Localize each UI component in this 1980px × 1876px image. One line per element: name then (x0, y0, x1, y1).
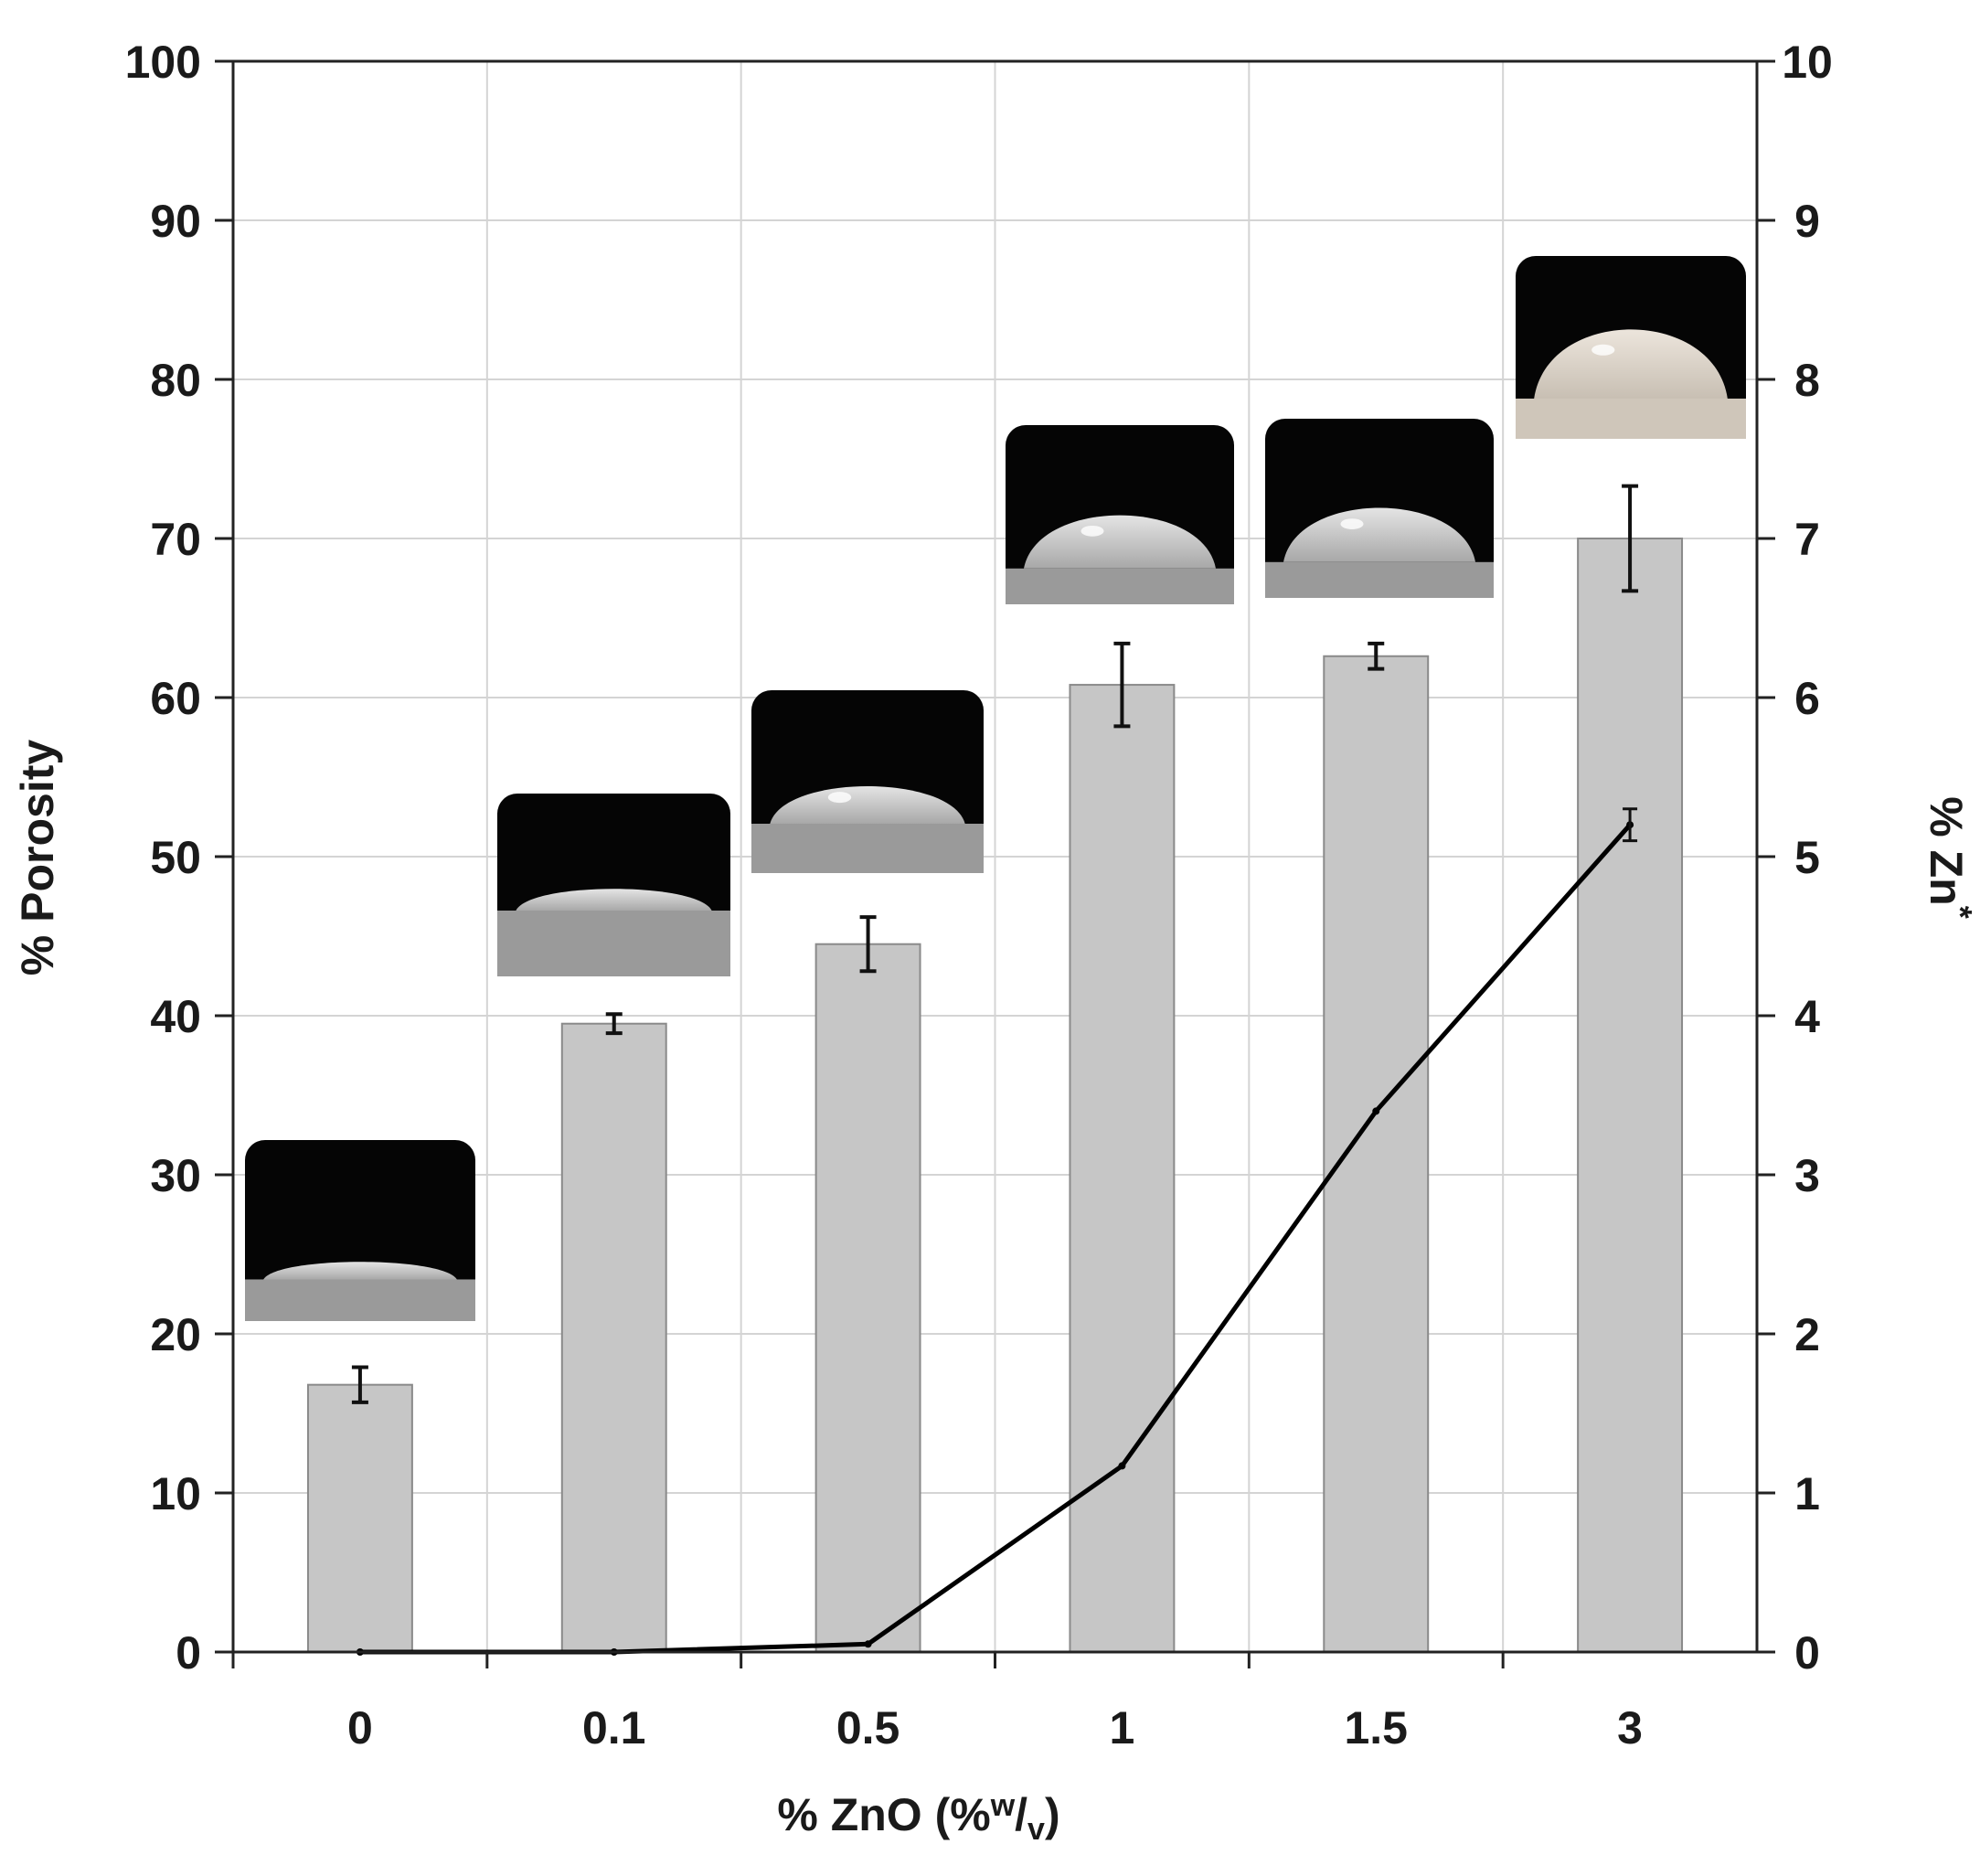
line-point (864, 1640, 872, 1648)
axes (215, 59, 1775, 1668)
inset-droplet-photo (497, 794, 730, 976)
inset-droplet (516, 889, 712, 911)
y-right-tick-label: 10 (1782, 37, 1833, 88)
inset-substrate (497, 911, 730, 976)
x-axis-title-prefix: % ZnO (% (777, 1789, 990, 1840)
inset-substrate (1516, 399, 1746, 439)
inset-droplet-photo (1516, 256, 1746, 439)
y-axis-left-title: % Porosity (12, 740, 63, 976)
x-axis-title-denominator: v (1027, 1812, 1045, 1847)
x-axis-title-slash: / (1015, 1789, 1027, 1840)
inset-droplet-highlight (1340, 518, 1364, 529)
y-right-tick-label: 3 (1794, 1150, 1820, 1201)
bar (1069, 684, 1176, 1654)
inset-droplet-highlight (1591, 344, 1615, 356)
y-left-tick-label: 10 (150, 1468, 201, 1519)
bar (1323, 655, 1430, 1653)
y-right-tick-label: 4 (1794, 991, 1820, 1042)
y-right-tick-label: 9 (1794, 196, 1820, 247)
x-tick-label: 1.5 (1344, 1702, 1408, 1753)
y-left-tick-label: 30 (150, 1150, 201, 1201)
bar (814, 943, 921, 1653)
inset-substrate (1265, 561, 1494, 598)
y-axis-right-title-superscript: * (1942, 906, 1979, 919)
bar (560, 1022, 667, 1653)
inset-droplet-highlight (827, 792, 852, 804)
x-tick-label: 1 (1110, 1702, 1135, 1753)
inset-droplet (263, 1262, 457, 1280)
y-left-tick-label: 70 (150, 514, 201, 565)
bar (306, 1383, 413, 1654)
y-right-tick-label: 7 (1794, 514, 1820, 565)
x-tick-label: 0.5 (836, 1702, 900, 1753)
inset-substrate (245, 1279, 475, 1321)
inset-droplet-photo (1006, 425, 1234, 604)
y-left-tick-label: 20 (150, 1309, 201, 1360)
y-right-tick-label: 0 (1794, 1627, 1820, 1679)
inset-droplet-photo (1265, 419, 1494, 598)
inset-droplet (1024, 515, 1216, 569)
x-tick-label: 0 (347, 1702, 373, 1753)
y-right-tick-label: 1 (1794, 1468, 1820, 1519)
inset-droplet-photo (751, 690, 984, 873)
inset-substrate (751, 824, 984, 873)
y-right-tick-label: 8 (1794, 355, 1820, 406)
y-left-tick-label: 90 (150, 196, 201, 247)
inset-substrate (1006, 568, 1234, 604)
y-right-tick-label: 5 (1794, 832, 1820, 883)
y-left-tick-label: 80 (150, 355, 201, 406)
inset-droplet-photo (245, 1140, 475, 1321)
y-left-tick-label: 40 (150, 991, 201, 1042)
inset-droplet-highlight (1080, 525, 1104, 537)
inset-droplet (770, 785, 965, 824)
x-axis-title-numerator: w (990, 1788, 1016, 1823)
inset-droplet (1534, 329, 1728, 399)
y-axis-right-title: % Zn* (1921, 796, 1979, 918)
y-left-tick-label: 60 (150, 673, 201, 724)
y-left-tick-label: 50 (150, 832, 201, 883)
x-axis-title: % ZnO (%w/v) (777, 1788, 1059, 1847)
line-point (1118, 1462, 1126, 1470)
x-tick-label: 0.1 (582, 1702, 646, 1753)
y-left-tick-label: 100 (125, 37, 201, 88)
inset-droplet (1283, 507, 1475, 562)
inset-images (245, 256, 1746, 1321)
line-point (1372, 1107, 1380, 1115)
y-axis-right-title-base: % Zn (1921, 796, 1972, 905)
x-axis-title-suffix: ) (1045, 1789, 1060, 1840)
y-left-tick-label: 0 (176, 1627, 201, 1679)
y-right-tick-label: 2 (1794, 1309, 1820, 1360)
bar (1577, 538, 1684, 1653)
x-tick-label: 3 (1617, 1702, 1643, 1753)
y-right-tick-label: 6 (1794, 673, 1820, 724)
